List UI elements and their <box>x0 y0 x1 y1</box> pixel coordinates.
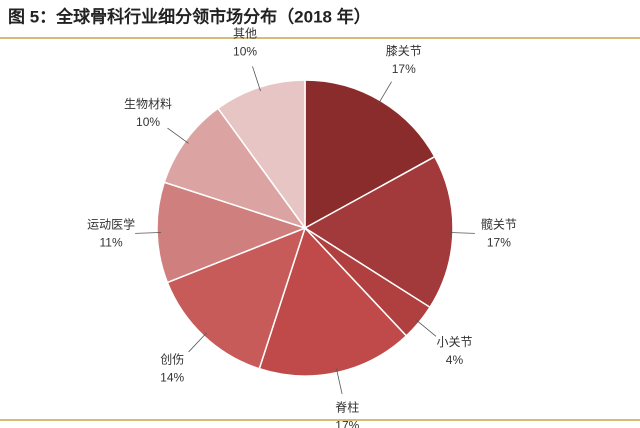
slice-label: 小关节 <box>436 335 472 349</box>
leader-line <box>448 232 475 234</box>
slice-label: 髋关节 <box>481 216 517 231</box>
slice-value-label: 17% <box>392 62 416 76</box>
chart-title: 图 5：全球骨科行业细分领市场分布（2018 年） <box>8 6 371 26</box>
slice-label: 其他 <box>233 27 257 41</box>
slice-value-label: 4% <box>446 353 464 367</box>
leader-line <box>252 66 261 92</box>
slice-value-label: 11% <box>100 235 123 249</box>
slice-label: 脊柱 <box>335 399 359 414</box>
leader-line <box>336 368 343 394</box>
slice-label: 创伤 <box>160 353 184 367</box>
slice-value-label: 17% <box>335 418 359 428</box>
slice-value-label: 17% <box>487 235 511 249</box>
leader-line <box>167 127 189 144</box>
slice-label: 生物材料 <box>124 97 172 111</box>
leader-line <box>188 332 207 353</box>
slice-label: 膝关节 <box>386 44 422 58</box>
leader-line <box>377 81 392 105</box>
slice-value-label: 10% <box>233 45 257 59</box>
leader-line <box>135 232 162 234</box>
leader-line <box>415 319 437 337</box>
slice-label: 运动医学 <box>87 216 135 231</box>
slice-value-label: 10% <box>136 115 160 129</box>
slice-value-label: 14% <box>160 371 184 385</box>
